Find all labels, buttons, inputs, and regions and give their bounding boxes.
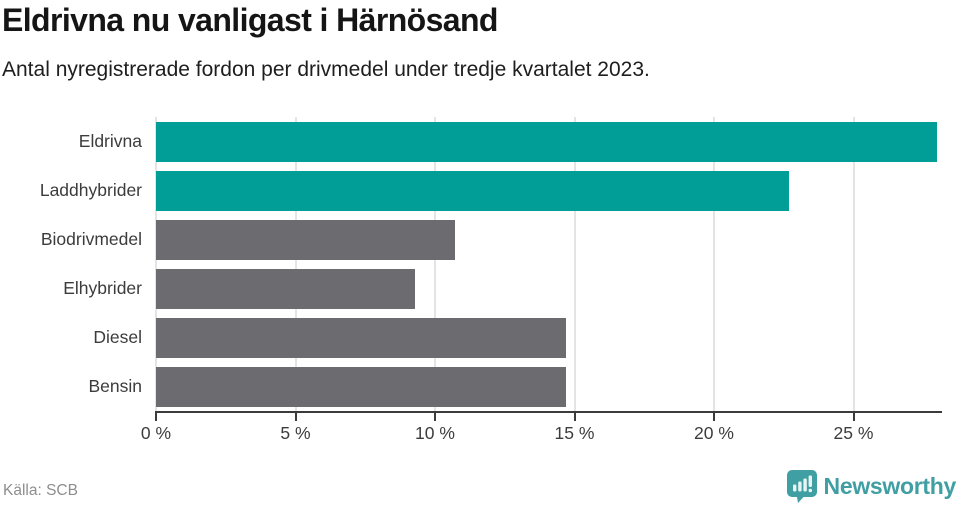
gridlines (155, 117, 940, 411)
x-tick-label: 0 % (140, 423, 172, 443)
bar-track (156, 317, 940, 358)
category-label: Bensin (88, 376, 142, 396)
category-label: Diesel (93, 327, 142, 347)
bar (156, 219, 455, 260)
x-tick-label: 20 % (694, 423, 734, 443)
gridline (573, 117, 576, 411)
bar-row: Eldrivna (0, 117, 940, 166)
category-label: Eldrivna (78, 131, 142, 151)
bar-track (156, 170, 940, 211)
x-axis (155, 411, 942, 421)
x-tick-label: 25 % (833, 423, 874, 443)
x-tick-label: 5 % (280, 423, 311, 443)
category-label: Laddhybrider (39, 180, 142, 200)
gridline (713, 117, 715, 411)
bar-track (156, 366, 940, 407)
gridline (155, 117, 157, 411)
chart-title: Eldrivna nu vanligast i Härnösand (2, 2, 498, 38)
axis-tick (155, 413, 157, 421)
gridline (852, 117, 855, 411)
bar-row: Diesel (0, 313, 940, 362)
gridline (434, 117, 436, 411)
bar-rows: Eldrivna Laddhybrider Biodrivmedel Elhybrid… (0, 117, 940, 411)
bar (156, 366, 567, 407)
bar (156, 268, 416, 309)
axis-tick (713, 413, 715, 421)
bar-track (156, 219, 940, 260)
newsworthy-logo[interactable]: Newsworthy (786, 470, 957, 503)
axis-tick (434, 413, 436, 421)
bar-row: Elhybrider (0, 264, 940, 313)
category-label: Elhybrider (63, 278, 142, 298)
source-note: Källa: SCB (3, 482, 78, 499)
gridline (294, 117, 297, 411)
bar (156, 317, 567, 358)
x-tick-label: 15 % (554, 423, 595, 443)
bar-track (156, 121, 940, 162)
x-axis-labels: 0 % 5 % 10 % 15 % 20 % 25 % (141, 423, 940, 445)
category-label: Biodrivmedel (40, 229, 142, 249)
axis-tick (573, 413, 576, 421)
x-axis-line (155, 411, 942, 413)
axis-tick (852, 413, 855, 421)
bar (156, 170, 790, 211)
x-tick-label: 10 % (415, 423, 455, 443)
bar-row: Biodrivmedel (0, 215, 940, 264)
bar-row: Bensin (0, 362, 940, 411)
newsworthy-wordmark: Newsworthy (823, 473, 957, 499)
newsworthy-bubble-chart-icon (786, 470, 817, 503)
bar (156, 121, 938, 162)
bar-track (156, 268, 940, 309)
axis-tick (294, 413, 297, 421)
chart-subtitle: Antal nyregistrerade fordon per drivmede… (2, 58, 650, 81)
bar-row: Laddhybrider (0, 166, 940, 215)
